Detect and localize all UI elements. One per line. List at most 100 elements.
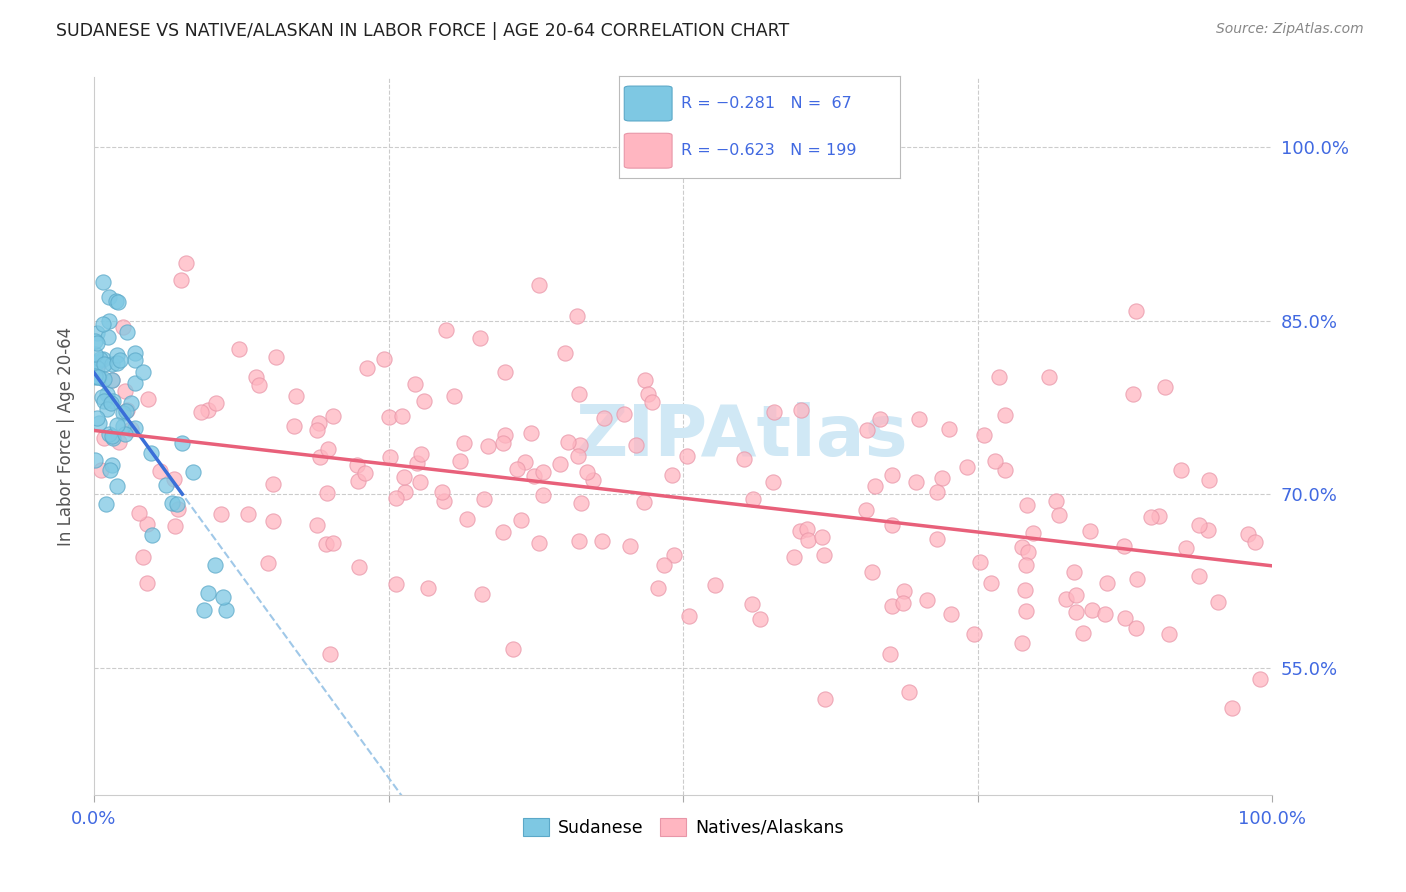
Point (633, 373, 655, 387)
Point (305, 517, 328, 532)
Point (128, 506, 150, 520)
Point (86, 355, 108, 369)
Point (163, 519, 186, 533)
Point (492, 525, 515, 540)
Point (988, 370, 1011, 384)
Point (135, 516, 157, 531)
Point (103, 393, 125, 408)
Point (969, 555, 991, 569)
Point (120, 422, 142, 436)
Point (100, 373, 122, 387)
Point (87, 370, 110, 384)
Point (132, 550, 155, 565)
Point (107, 356, 129, 370)
Point (114, 403, 136, 417)
Point (96, 402, 118, 417)
Text: R = −0.623   N = 199: R = −0.623 N = 199 (681, 144, 856, 158)
Point (1114, 539, 1136, 553)
Point (86, 336, 108, 351)
Point (172, 436, 194, 450)
Point (346, 458, 368, 472)
Point (91, 351, 114, 366)
Point (502, 642, 524, 657)
Point (880, 599, 903, 614)
Point (96, 386, 118, 401)
Point (84, 356, 107, 370)
Point (880, 467, 903, 482)
Point (204, 558, 226, 572)
Point (554, 346, 576, 360)
Point (155, 477, 177, 491)
Point (160, 496, 183, 510)
Point (453, 435, 475, 450)
Point (209, 507, 232, 521)
Point (931, 470, 953, 484)
Point (1114, 611, 1136, 625)
Point (557, 435, 579, 450)
Point (392, 470, 415, 484)
Point (1198, 473, 1220, 487)
Point (385, 491, 408, 505)
Point (1011, 636, 1033, 650)
Point (898, 685, 921, 699)
Point (124, 420, 146, 434)
Point (111, 406, 134, 420)
Point (107, 479, 129, 493)
Point (107, 294, 129, 309)
Point (456, 512, 478, 526)
Point (430, 485, 453, 500)
Text: SUDANESE VS NATIVE/ALASKAN IN LABOR FORCE | AGE 20-64 CORRELATION CHART: SUDANESE VS NATIVE/ALASKAN IN LABOR FORC… (56, 22, 790, 40)
Point (97, 290, 120, 304)
Point (204, 396, 226, 410)
Point (114, 384, 136, 398)
Point (619, 539, 641, 553)
Point (101, 373, 124, 387)
Point (1047, 508, 1070, 522)
Point (527, 277, 550, 292)
Point (105, 348, 128, 362)
Point (89, 354, 111, 368)
Point (1220, 700, 1243, 714)
Point (1170, 462, 1192, 476)
Point (1188, 517, 1211, 532)
Point (927, 484, 949, 499)
Point (124, 352, 146, 367)
Point (569, 496, 592, 510)
Point (101, 357, 124, 371)
Point (1045, 493, 1067, 508)
Point (283, 419, 305, 434)
Point (322, 536, 344, 550)
Point (568, 438, 591, 452)
Point (1080, 524, 1102, 538)
Point (136, 575, 159, 590)
Point (86, 411, 108, 425)
Point (1153, 380, 1175, 394)
Point (136, 392, 159, 406)
Point (814, 691, 837, 706)
Point (103, 431, 125, 445)
Point (741, 598, 763, 612)
Point (166, 497, 188, 511)
Point (1094, 607, 1116, 622)
Point (117, 402, 139, 417)
Point (565, 310, 588, 324)
Point (733, 451, 755, 466)
Point (90, 463, 112, 477)
Y-axis label: In Labor Force | Age 20-64: In Labor Force | Age 20-64 (58, 326, 75, 546)
Point (882, 517, 904, 532)
Point (391, 409, 413, 424)
Point (582, 473, 605, 487)
Point (1015, 558, 1038, 572)
Text: Source: ZipAtlas.com: Source: ZipAtlas.com (1216, 22, 1364, 37)
Point (236, 508, 259, 522)
Point (1038, 369, 1060, 384)
Point (1125, 304, 1147, 318)
Point (212, 591, 235, 605)
Point (647, 581, 669, 595)
Point (471, 587, 494, 601)
Point (506, 462, 529, 476)
Point (548, 457, 571, 471)
Point (1066, 588, 1088, 602)
Point (167, 502, 190, 516)
Point (1015, 604, 1038, 618)
